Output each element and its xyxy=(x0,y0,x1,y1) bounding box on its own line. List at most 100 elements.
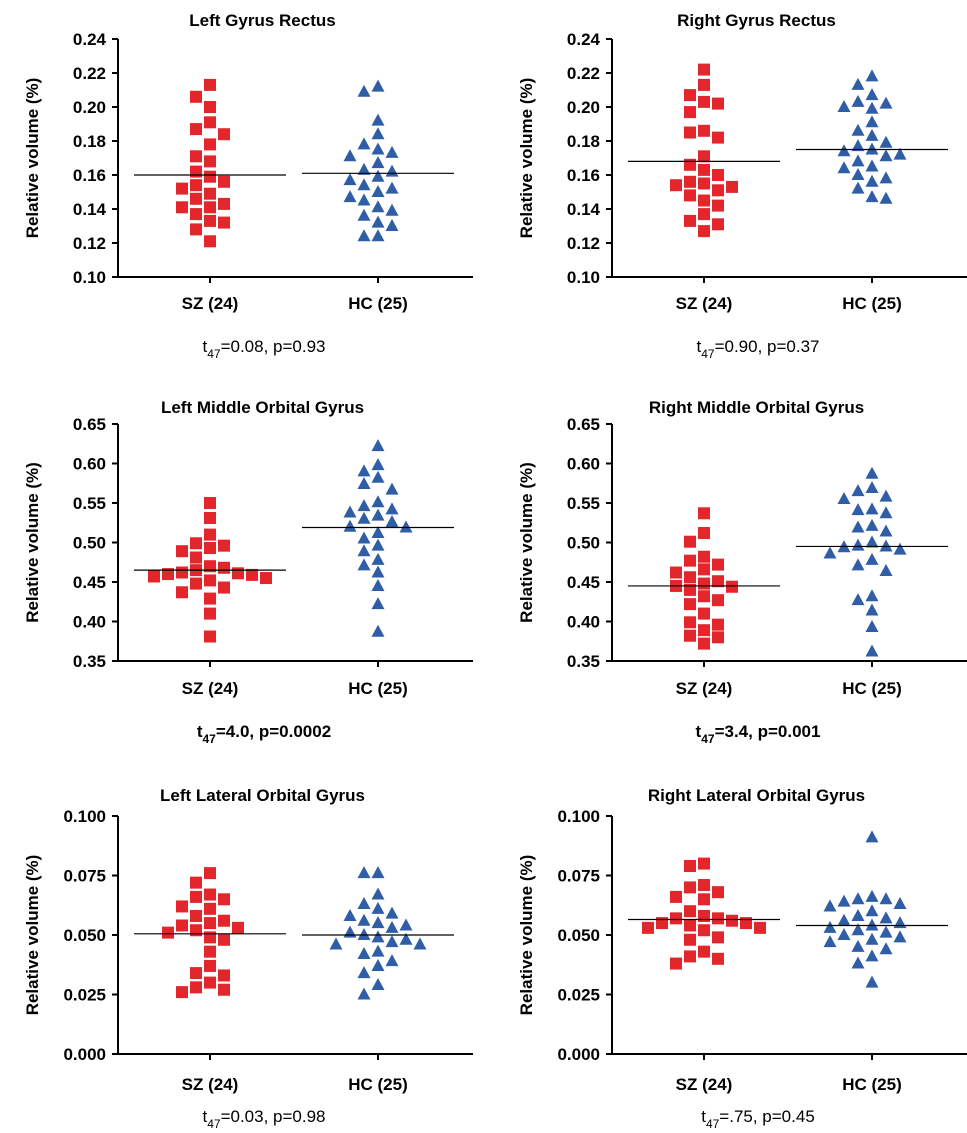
hc-data-point xyxy=(865,142,879,155)
sz-data-point xyxy=(218,128,230,141)
sz-data-point xyxy=(204,138,216,151)
sz-data-point xyxy=(176,900,188,913)
hc-data-point xyxy=(371,624,385,637)
chart-title: Right Gyrus Rectus xyxy=(677,11,836,30)
sz-data-point xyxy=(190,890,202,903)
sz-data-point xyxy=(698,163,710,176)
hc-data-point xyxy=(357,499,371,512)
y-tick-label: 0.10 xyxy=(73,268,106,287)
hc-data-point xyxy=(851,181,865,194)
hc-data-point xyxy=(865,466,879,479)
hc-data-point xyxy=(357,84,371,97)
stat-caption: t47=0.03, p=0.98 xyxy=(202,1107,325,1131)
sz-data-point xyxy=(698,208,710,221)
hc-data-point xyxy=(343,173,357,186)
y-tick-label: 0.050 xyxy=(557,926,600,945)
sz-data-point xyxy=(176,586,188,599)
hc-data-point xyxy=(865,159,879,172)
hc-data-point xyxy=(879,171,893,184)
hc-data-point xyxy=(385,203,399,216)
y-tick-label: 0.40 xyxy=(567,613,600,632)
hc-data-point xyxy=(865,535,879,548)
sz-data-point xyxy=(684,571,696,584)
hc-data-point xyxy=(399,918,413,931)
sz-data-point xyxy=(684,881,696,894)
hc-data-point xyxy=(865,932,879,945)
hc-data-point xyxy=(357,928,371,940)
chart-panel: Left Middle Orbital Gyrus 0.35 0.40 0.45 0.5… xyxy=(23,398,473,746)
hc-data-point xyxy=(837,144,851,157)
category-label: SZ (24) xyxy=(182,1075,239,1094)
hc-data-point xyxy=(879,489,893,502)
hc-data-point xyxy=(865,190,879,203)
sz-data-point xyxy=(218,561,230,574)
hc-data-point xyxy=(851,154,865,167)
hc-data-point xyxy=(837,928,851,940)
y-tick-label: 0.12 xyxy=(567,234,600,253)
sz-data-point xyxy=(698,624,710,637)
hc-data-point xyxy=(371,552,385,565)
sz-data-point xyxy=(712,131,724,144)
sz-data-point xyxy=(698,857,710,870)
sz-data-point xyxy=(204,101,216,113)
hc-data-point xyxy=(851,77,865,90)
sz-data-point xyxy=(698,550,710,563)
sz-data-point xyxy=(684,89,696,102)
sz-data-point xyxy=(204,116,216,129)
hc-data-point xyxy=(865,480,879,493)
chart-panel: Right Lateral Orbital Gyrus 0.000 0.025 0.0… xyxy=(517,786,967,1131)
sz-data-point xyxy=(204,78,216,91)
category-label: SZ (24) xyxy=(182,679,239,698)
sz-data-point xyxy=(218,175,230,188)
sz-data-point xyxy=(712,631,724,644)
sz-data-point xyxy=(698,577,710,590)
hc-data-point xyxy=(357,477,371,490)
sz-data-point xyxy=(712,618,724,631)
hc-data-point xyxy=(879,942,893,955)
category-label: HC (25) xyxy=(348,1075,408,1094)
hc-data-point xyxy=(371,887,385,900)
y-tick-label: 0.18 xyxy=(73,132,106,151)
category-label: HC (25) xyxy=(348,294,408,313)
hc-data-point xyxy=(851,558,865,571)
hc-data-point xyxy=(371,127,385,140)
y-tick-label: 0.025 xyxy=(557,986,600,1005)
hc-data-point xyxy=(371,470,385,483)
hc-data-point xyxy=(879,911,893,924)
sz-data-point xyxy=(190,551,202,564)
sz-data-point xyxy=(698,590,710,603)
hc-data-point xyxy=(413,937,427,950)
sz-data-point xyxy=(698,507,710,520)
hc-data-point xyxy=(371,439,385,452)
hc-data-point xyxy=(385,935,399,948)
hc-data-point xyxy=(837,161,851,174)
y-tick-label: 0.12 xyxy=(73,234,106,253)
y-tick-label: 0.65 xyxy=(73,415,106,434)
hc-data-point xyxy=(879,925,893,938)
hc-data-point xyxy=(879,563,893,576)
y-tick-label: 0.14 xyxy=(567,200,601,219)
y-axis-label: Relative volume (%) xyxy=(23,462,42,623)
hc-data-point xyxy=(865,949,879,962)
hc-data-point xyxy=(371,538,385,551)
sz-data-point xyxy=(740,917,752,930)
hc-data-point xyxy=(343,925,357,938)
sz-data-point xyxy=(684,554,696,567)
hc-data-point xyxy=(357,511,371,524)
sz-data-point xyxy=(218,983,230,996)
hc-data-point xyxy=(851,123,865,136)
y-axis-label: Relative volume (%) xyxy=(517,462,536,623)
sz-data-point xyxy=(712,952,724,965)
sz-data-point xyxy=(204,867,216,880)
sz-data-point xyxy=(218,539,230,552)
sz-data-point xyxy=(218,197,230,210)
sz-data-point xyxy=(204,201,216,214)
chart-title: Right Lateral Orbital Gyrus xyxy=(648,786,865,805)
sz-data-point xyxy=(712,931,724,944)
hc-data-point xyxy=(865,518,879,531)
hc-data-point xyxy=(879,191,893,204)
hc-data-point xyxy=(865,889,879,902)
hc-data-point xyxy=(385,181,399,194)
hc-data-point xyxy=(371,526,385,539)
sz-data-point xyxy=(190,192,202,205)
